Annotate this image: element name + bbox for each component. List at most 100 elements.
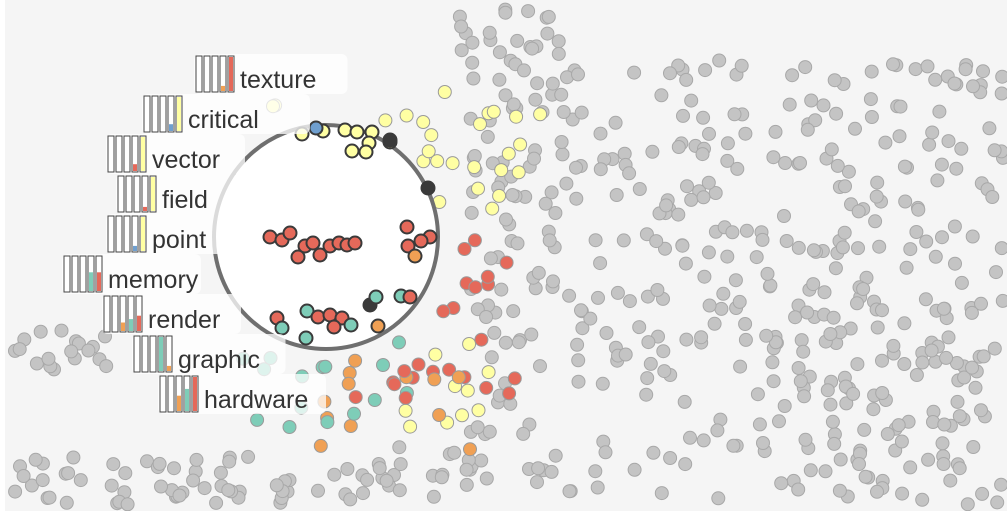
gray-point-379 xyxy=(952,461,967,476)
gray-point-258 xyxy=(545,76,560,91)
yellow-point-20 xyxy=(437,85,452,99)
keyword-bar-orange xyxy=(221,85,225,91)
gray-point-30 xyxy=(640,289,655,304)
gray-point-429 xyxy=(546,274,560,289)
keyword-bar-orange xyxy=(167,365,171,371)
gray-point-366 xyxy=(590,480,605,495)
gray-point-572 xyxy=(393,457,408,472)
gray-point-535 xyxy=(551,34,566,49)
keyword-bar-frame xyxy=(165,335,173,373)
teal-point-72 xyxy=(250,412,265,427)
gray-point-441 xyxy=(466,71,481,86)
gray-point-35 xyxy=(733,359,748,374)
gray-point-359 xyxy=(559,176,574,191)
keyword-bar-frame xyxy=(167,375,175,413)
gray-point-273 xyxy=(995,69,1007,84)
gray-point-116 xyxy=(895,486,910,501)
yellow-point-27 xyxy=(403,419,418,434)
gray-point-246 xyxy=(839,396,854,411)
gray-point-289 xyxy=(698,63,713,78)
gray-point-211 xyxy=(570,337,585,352)
gray-point-93 xyxy=(868,214,883,229)
gray-point-77 xyxy=(588,233,603,248)
gray-point-127 xyxy=(588,464,603,479)
gray-point-557 xyxy=(392,440,407,455)
gray-point-241 xyxy=(574,303,588,318)
gray-point-171 xyxy=(782,97,797,112)
gray-point-552 xyxy=(541,9,556,24)
gray-point-443 xyxy=(937,417,952,432)
gray-point-573 xyxy=(340,462,355,476)
gray-point-459 xyxy=(928,249,943,264)
gray-point-194 xyxy=(538,196,553,211)
gray-point-352 xyxy=(528,92,543,107)
gray-point-503 xyxy=(42,490,57,505)
gray-point-308 xyxy=(679,332,694,347)
gray-point-261 xyxy=(678,256,693,271)
gray-point-391 xyxy=(679,72,694,87)
gray-point-449 xyxy=(806,277,821,292)
gray-point-356 xyxy=(593,162,608,177)
gray-point-467 xyxy=(941,330,956,345)
gray-point-245 xyxy=(730,161,745,176)
gray-point-266 xyxy=(788,310,803,325)
gray-point-180 xyxy=(893,99,908,114)
gray-point-505 xyxy=(221,483,236,498)
gray-point-269 xyxy=(829,106,844,121)
gray-point-336 xyxy=(816,98,831,113)
gray-point-357 xyxy=(846,386,861,401)
gray-point-371 xyxy=(875,386,890,400)
keyword-bar-yellow xyxy=(141,137,145,171)
gray-point-401 xyxy=(479,471,494,486)
gray-point-570 xyxy=(360,472,375,487)
red-point-38 xyxy=(442,362,457,377)
yellow-point-12 xyxy=(511,165,526,180)
gray-point-46 xyxy=(707,316,722,331)
gray-point-520 xyxy=(33,324,48,339)
gray-point-348 xyxy=(939,350,954,365)
lens-point-20 xyxy=(399,219,415,235)
gray-point-163 xyxy=(556,105,571,119)
gray-point-86 xyxy=(808,113,823,128)
gray-point-184 xyxy=(852,457,866,471)
gray-point-294 xyxy=(569,160,583,175)
gray-point-537 xyxy=(525,41,540,56)
magnifier-lens[interactable] xyxy=(212,120,440,351)
gray-point-132 xyxy=(649,234,664,249)
gray-point-328 xyxy=(800,122,815,137)
keyword-text: render xyxy=(148,306,220,334)
gray-point-297 xyxy=(880,427,895,441)
keyword-bar-frame xyxy=(115,215,123,253)
lens-point-22 xyxy=(413,233,429,249)
gray-point-134 xyxy=(766,374,781,389)
gray-point-513 xyxy=(16,469,31,483)
yellow-point-9 xyxy=(430,154,445,169)
keyword-text: critical xyxy=(188,106,259,134)
keyword-bar-frame xyxy=(203,55,211,93)
gray-point-307 xyxy=(987,341,1002,356)
gray-point-464 xyxy=(958,62,973,77)
gray-point-326 xyxy=(616,233,631,248)
gray-point-315 xyxy=(797,389,812,404)
gray-point-322 xyxy=(909,368,924,382)
gray-point-60 xyxy=(803,463,818,478)
gray-point-514 xyxy=(59,495,74,510)
gray-point-567 xyxy=(434,470,449,485)
gray-point-74 xyxy=(872,239,887,254)
orange-point-53 xyxy=(432,408,447,422)
gray-point-167 xyxy=(640,371,655,386)
gray-point-72 xyxy=(935,436,950,451)
keyword-bar-red xyxy=(137,315,141,331)
gray-point-397 xyxy=(696,190,711,205)
gray-point-337 xyxy=(554,135,569,149)
keyword-bar-frame xyxy=(175,375,183,413)
gray-point-303 xyxy=(732,294,747,309)
lens-point-26 xyxy=(274,320,290,336)
gray-point-81 xyxy=(851,241,865,256)
gray-point-239 xyxy=(798,432,813,447)
red-point-84 xyxy=(398,390,413,405)
gray-point-27 xyxy=(738,126,753,141)
gray-point-334 xyxy=(711,491,726,506)
gray-point-220 xyxy=(480,129,495,144)
